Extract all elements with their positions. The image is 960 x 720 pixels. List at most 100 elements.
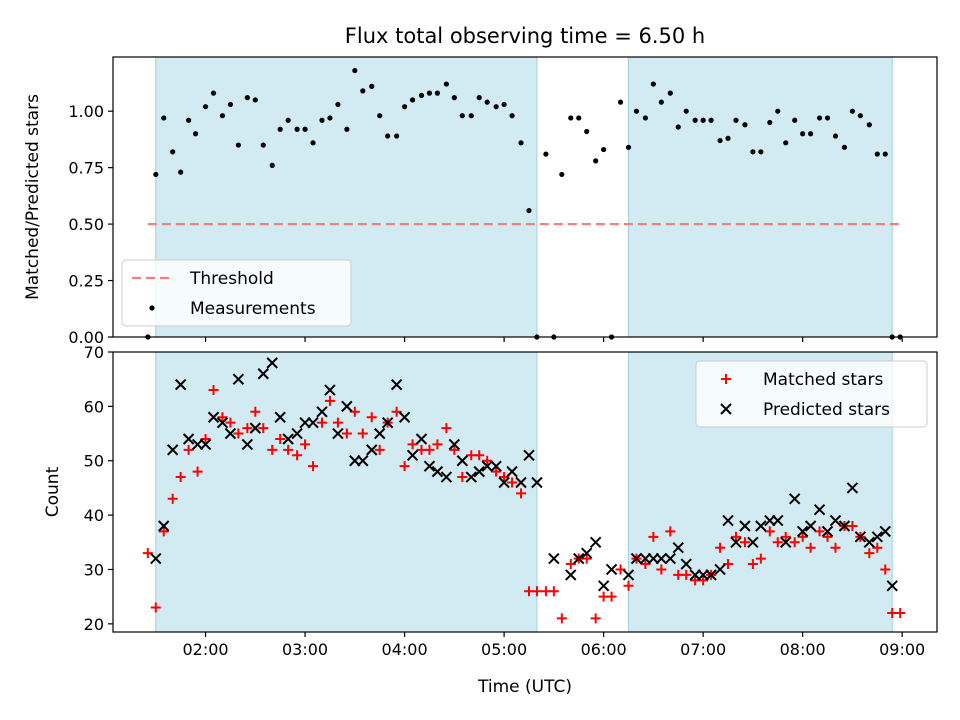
bottom-matched-stars-marker <box>491 466 502 477</box>
top-measurements-point <box>352 67 358 74</box>
bottom-matched-stars-marker <box>349 406 360 417</box>
bottom-predicted-stars-marker <box>241 438 254 451</box>
top-legend-box <box>121 259 352 327</box>
bottom-predicted-stars-marker <box>589 536 602 548</box>
bottom-predicted-stars-marker <box>373 427 386 440</box>
bottom-matched-stars-marker <box>548 586 559 597</box>
bottom-predicted-stars-marker <box>207 411 220 423</box>
bottom-matched-stars-marker <box>324 395 335 406</box>
top-measurements-point <box>675 124 681 130</box>
bottom-matched-stars-marker <box>640 559 651 570</box>
top-y-tick-label: 0.50 <box>68 215 104 234</box>
bottom-matched-stars-marker <box>200 433 211 444</box>
top-measurements-point <box>874 151 880 157</box>
bottom-matched-stars-marker <box>715 542 726 553</box>
top-measurements-point <box>849 108 856 114</box>
bottom-predicted-stars-marker <box>788 493 801 505</box>
bottom-matched-stars-marker <box>723 559 734 570</box>
top-measurements-point <box>335 101 341 108</box>
bottom-predicted-stars-marker <box>257 368 269 380</box>
bottom-predicted-stars-marker <box>863 536 876 548</box>
bottom-predicted-stars-marker <box>381 416 394 429</box>
bottom-x-tick-label: 02:00 <box>182 640 228 659</box>
bottom-predicted-stars-marker <box>216 416 229 429</box>
bottom-predicted-stars-marker <box>829 514 842 527</box>
bottom-observing-window-1 <box>155 351 538 633</box>
bottom-predicted-stars-marker <box>548 552 560 565</box>
bottom-predicted-stars-marker <box>523 449 535 462</box>
top-measurements-point <box>601 146 607 153</box>
bottom-matched-stars-marker <box>739 537 750 548</box>
top-measurements-point <box>658 99 664 105</box>
bottom-matched-stars-marker <box>764 526 775 537</box>
bottom-predicted-stars-marker <box>167 444 179 456</box>
top-measurements-point <box>451 95 457 101</box>
bottom-matched-stars-marker <box>730 531 741 542</box>
bottom-matched-stars-marker <box>158 526 169 537</box>
bottom-matched-stars-marker <box>233 428 244 439</box>
top-measurements-point <box>170 149 176 155</box>
top-measurements-point <box>252 97 258 103</box>
bottom-matched-stars-marker <box>391 406 402 417</box>
top-axes-frame <box>112 56 938 338</box>
top-measurements-point <box>484 99 490 105</box>
top-measurements-point <box>310 140 316 146</box>
bottom-matched-stars-marker <box>208 385 219 396</box>
bottom-matched-stars-marker <box>789 537 800 548</box>
bottom-matched-stars-marker <box>275 433 286 444</box>
bottom-matched-stars-marker <box>225 417 236 428</box>
bottom-predicted-stars-marker <box>580 547 593 559</box>
top-measurements-point <box>501 101 507 108</box>
top-measurements-point <box>543 151 549 157</box>
bottom-legend-key-predicted-stars <box>720 403 732 415</box>
top-measurements-point <box>369 83 375 89</box>
bottom-predicted-stars-marker <box>506 465 518 478</box>
bottom-predicted-stars-marker <box>291 427 303 440</box>
top-measurements-point <box>816 115 823 121</box>
bottom-matched-stars-marker <box>357 428 368 439</box>
top-measurements-point <box>385 133 391 139</box>
top-measurements-point <box>617 99 624 105</box>
bottom-matched-stars-marker <box>183 444 194 455</box>
bottom-matched-stars-marker <box>698 575 709 586</box>
top-measurements-point <box>468 113 474 119</box>
bottom-matched-stars-marker <box>590 613 601 624</box>
bottom-predicted-stars-marker <box>324 384 336 396</box>
bottom-matched-stars-marker <box>780 531 791 542</box>
bottom-predicted-stars-marker <box>730 536 742 548</box>
top-measurements-point <box>260 142 266 148</box>
bottom-predicted-stars-marker <box>498 476 510 489</box>
top-measurements-point <box>202 104 209 110</box>
bottom-matched-stars-marker <box>805 542 816 553</box>
bottom-predicted-stars-marker <box>448 438 461 451</box>
bottom-predicted-stars-marker <box>199 438 212 451</box>
top-measurements-point <box>235 142 241 148</box>
bottom-matched-stars-marker <box>175 472 186 483</box>
bottom-matched-stars-marker <box>242 423 253 434</box>
top-measurements-point <box>633 108 640 114</box>
top-measurements-point <box>476 95 482 101</box>
bottom-predicted-stars-marker <box>531 476 543 489</box>
bottom-predicted-stars-marker <box>664 552 677 565</box>
top-measurements-point <box>493 104 499 110</box>
bottom-y-tick-label: 30 <box>84 560 104 579</box>
bottom-predicted-stars-marker <box>232 373 245 385</box>
bottom-predicted-stars-marker <box>565 569 577 581</box>
top-measurements-point <box>733 117 739 123</box>
top-measurements-point <box>584 128 590 135</box>
bottom-predicted-stars-marker <box>266 357 278 369</box>
bottom-predicted-stars-marker <box>481 460 493 472</box>
bottom-predicted-stars-marker <box>630 552 643 565</box>
top-legend-label: Threshold <box>189 269 274 289</box>
bottom-legend-key-matched-stars <box>721 374 731 384</box>
top-measurements-point <box>775 108 781 114</box>
bottom-matched-stars-marker <box>308 461 319 472</box>
top-measurements-point <box>808 131 814 137</box>
bottom-matched-stars-marker <box>665 526 676 537</box>
top-measurements-point <box>692 117 698 123</box>
top-measurements-point <box>750 149 756 155</box>
bottom-legend-label: Matched stars <box>763 370 883 390</box>
bottom-predicted-stars-marker <box>655 552 668 565</box>
top-measurements-point <box>269 162 275 168</box>
